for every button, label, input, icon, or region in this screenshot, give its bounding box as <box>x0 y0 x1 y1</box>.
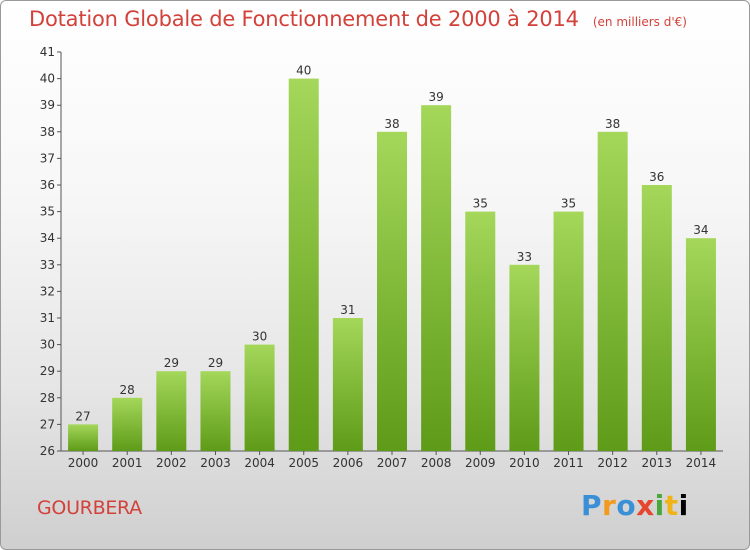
bar-value-label: 40 <box>296 64 311 78</box>
bar-value-label: 30 <box>252 330 267 344</box>
bar-value-label: 34 <box>693 223 708 237</box>
bar-value-label: 31 <box>340 303 355 317</box>
y-tick-label: 27 <box>40 417 55 431</box>
chart-title: Dotation Globale de Fonctionnement de 20… <box>29 7 687 31</box>
bar-2014 <box>685 238 716 451</box>
bar-value-label: 35 <box>473 197 488 211</box>
y-tick-label: 30 <box>40 338 55 352</box>
commune-name: GOURBERA <box>37 497 142 519</box>
x-tick-label: 2005 <box>288 456 319 470</box>
bar-2008 <box>421 105 452 451</box>
logo-letter: i <box>678 489 689 522</box>
y-tick-label: 32 <box>40 284 55 298</box>
bar-2005 <box>288 78 319 451</box>
x-tick-label: 2008 <box>421 456 452 470</box>
y-tick-label: 36 <box>40 178 55 192</box>
bar-value-label: 39 <box>428 90 443 104</box>
x-tick-label: 2012 <box>597 456 628 470</box>
x-tick-label: 2007 <box>377 456 408 470</box>
x-tick-label: 2010 <box>509 456 540 470</box>
chart-title-text: Dotation Globale de Fonctionnement de 20… <box>29 7 579 31</box>
logo-letter: x <box>636 489 655 522</box>
chart-bars <box>68 78 716 452</box>
y-tick-label: 38 <box>40 125 55 139</box>
proxiti-logo[interactable]: Proxiti <box>581 489 689 522</box>
bar-value-label: 38 <box>384 117 399 131</box>
logo-letter: r <box>602 489 617 522</box>
x-tick-label: 2001 <box>112 456 143 470</box>
y-tick-label: 34 <box>40 231 55 245</box>
logo-letter: i <box>654 489 665 522</box>
y-tick-label: 35 <box>40 205 55 219</box>
bar-value-label: 36 <box>649 170 664 184</box>
y-tick-label: 33 <box>40 258 55 272</box>
bar-2013 <box>641 185 672 451</box>
x-tick-label: 2003 <box>200 456 231 470</box>
x-tick-label: 2000 <box>68 456 99 470</box>
y-tick-label: 31 <box>40 311 55 325</box>
bar-2003 <box>200 371 231 451</box>
bar-2007 <box>377 131 407 452</box>
bar-2011 <box>553 211 584 451</box>
x-tick-label: 2004 <box>244 456 275 470</box>
bar-2004 <box>244 344 275 451</box>
bar-2010 <box>509 264 540 451</box>
y-tick-label: 41 <box>40 45 55 59</box>
y-tick-label: 39 <box>40 98 55 112</box>
bar-value-label: 35 <box>561 197 576 211</box>
y-tick-label: 29 <box>40 364 55 378</box>
y-tick-label: 28 <box>40 391 55 405</box>
bar-2012 <box>597 131 628 452</box>
chart-axes: 26 27 28 29 30 31 32 33 34 35 36 37 38 39 40 41 2000 2001… <box>40 45 723 470</box>
bar-2009 <box>465 211 496 451</box>
y-tick-label: 26 <box>40 444 55 458</box>
bar-2001 <box>112 397 143 451</box>
y-tick-label: 40 <box>40 72 55 86</box>
bar-value-label: 33 <box>517 250 532 264</box>
bar-value-label: 27 <box>75 409 90 423</box>
x-tick-label: 2009 <box>465 456 496 470</box>
x-tick-label: 2002 <box>156 456 187 470</box>
bar-2002 <box>156 371 187 451</box>
chart-unit-label: (en milliers d'€) <box>592 15 687 29</box>
logo-letter: P <box>581 489 603 522</box>
bar-value-label: 38 <box>605 117 620 131</box>
bar-value-label: 29 <box>164 356 179 370</box>
x-tick-label: 2014 <box>686 456 717 470</box>
chart-data-labels: 27 28 29 29 30 40 31 38 39 35 33 35 38 36 34 <box>75 64 708 424</box>
bar-2000 <box>68 424 99 451</box>
x-tick-label: 2006 <box>333 456 364 470</box>
bar-value-label: 28 <box>120 383 135 397</box>
y-tick-label: 37 <box>40 151 55 165</box>
logo-letter: t <box>664 489 679 522</box>
x-tick-label: 2011 <box>553 456 584 470</box>
bar-2006 <box>332 318 363 451</box>
x-tick-label: 2013 <box>642 456 673 470</box>
logo-letter: o <box>616 489 637 522</box>
bar-value-label: 29 <box>208 356 223 370</box>
